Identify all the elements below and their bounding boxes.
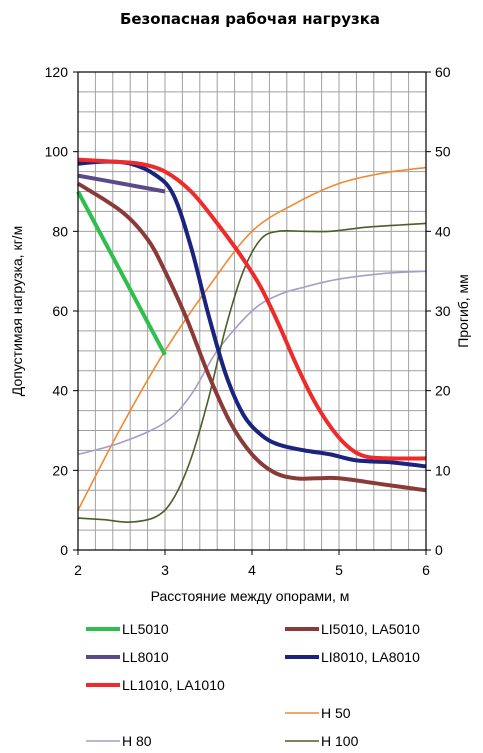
legend-label: H 80 [122, 733, 152, 749]
chart-title: Безопасная рабочая нагрузка [120, 10, 380, 28]
y-axis-label: Допустимая нагрузка, кг/м [9, 226, 25, 396]
y-tick-label: 60 [52, 303, 68, 319]
grid [78, 72, 426, 550]
legend-label: H 100 [321, 733, 359, 749]
legend-label: LI8010, LA8010 [321, 649, 420, 665]
legend-label: LL1010, LA1010 [122, 677, 225, 693]
y2-tick-label: 30 [435, 303, 451, 319]
x-tick-label: 3 [161, 562, 169, 578]
legend-label: LI5010, LA5010 [321, 621, 420, 637]
series-layer [76, 157, 427, 523]
series-line-h-100 [77, 222, 427, 523]
series-line-h-80 [77, 270, 427, 456]
legend: LL5010 LI5010, LA5010 LL8010 LI8010, LA8010… [86, 621, 420, 749]
x-tick-label: 2 [74, 562, 82, 578]
legend-label: LL8010 [122, 649, 169, 665]
series-line-ll8010 [77, 173, 166, 194]
legend-label: LL5010 [122, 621, 169, 637]
y-tick-label: 40 [52, 383, 68, 399]
y2-tick-label: 60 [435, 64, 451, 80]
y-tick-label: 20 [52, 462, 68, 478]
y-tick-label: 100 [45, 144, 69, 160]
series-line-li5010-la5010 [76, 181, 427, 493]
y2-tick-label: 40 [435, 223, 451, 239]
x-tick-label: 4 [248, 562, 256, 578]
y2-tick-label: 20 [435, 383, 451, 399]
y-tick-label: 0 [60, 542, 68, 558]
x-tick-label: 5 [335, 562, 343, 578]
y2-tick-label: 50 [435, 144, 451, 160]
series-line-ll1010-la1010 [77, 157, 427, 461]
y-tick-label: 120 [45, 64, 69, 80]
y-tick-label: 80 [52, 223, 68, 239]
y2-axis-label: Прогиб, мм [455, 274, 471, 348]
series-line-ll5010 [76, 190, 167, 356]
y2-tick-label: 10 [435, 462, 451, 478]
series-line-li8010-la8010 [77, 159, 427, 469]
x-axis-label: Расстояние между опорами, м [151, 588, 350, 604]
y2-tick-label: 0 [435, 542, 443, 558]
legend-label: H 50 [321, 705, 351, 721]
x-tick-label: 6 [422, 562, 430, 578]
series-line-h-50 [77, 166, 427, 511]
